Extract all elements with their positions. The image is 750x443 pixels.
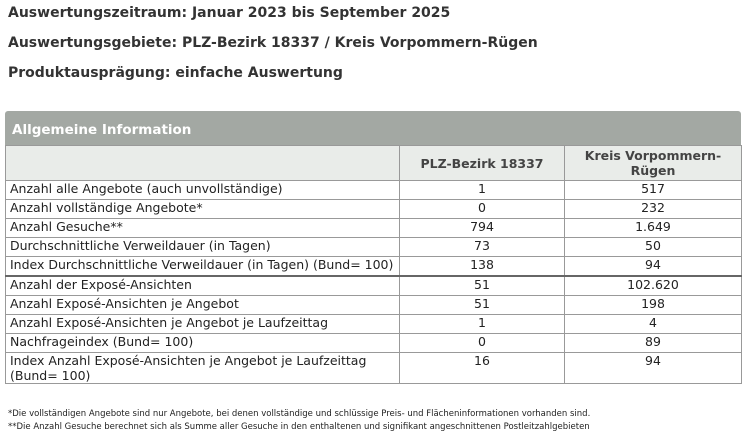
value-cell: 51	[399, 275, 565, 296]
column-header: Kreis Vorpommern-Rügen	[564, 145, 742, 181]
row-label: Anzahl alle Angebote (auch unvollständig…	[5, 180, 400, 200]
table-row: Anzahl vollständige Angebote* 0 232	[5, 199, 742, 219]
value-cell: 73	[399, 237, 565, 257]
value-cell: 0	[399, 333, 565, 353]
value-cell: 4	[564, 314, 742, 334]
footnote: *Die vollständigen Angebote sind nur Ang…	[8, 409, 591, 419]
header-line: Produktausprägung: einfache Auswertung	[8, 65, 343, 81]
value-cell: 16	[399, 352, 565, 384]
table-row: Durchschnittliche Verweildauer (in Tagen…	[5, 237, 742, 257]
table-row: Index Anzahl Exposé-Ansichten je Angebot…	[5, 352, 742, 384]
table-row: Anzahl Exposé-Ansichten je Angebot je La…	[5, 314, 742, 334]
row-label: Index Durchschnittliche Verweildauer (in…	[5, 256, 400, 277]
row-label: Nachfrageindex (Bund= 100)	[5, 333, 400, 353]
header-line: Auswertungszeitraum: Januar 2023 bis Sep…	[8, 5, 451, 21]
panel-title: Allgemeine Information	[5, 111, 741, 145]
table-row: Index Durchschnittliche Verweildauer (in…	[5, 256, 742, 277]
row-label: Anzahl vollständige Angebote*	[5, 199, 400, 219]
table-row: Anzahl alle Angebote (auch unvollständig…	[5, 180, 742, 200]
value-cell: 232	[564, 199, 742, 219]
info-table: PLZ-Bezirk 18337 Kreis Vorpommern-Rügen …	[5, 145, 742, 384]
row-label: Anzahl Exposé-Ansichten je Angebot je La…	[5, 314, 400, 334]
row-label: Anzahl Exposé-Ansichten je Angebot	[5, 295, 400, 315]
info-panel: Allgemeine Information PLZ-Bezirk 18337 …	[5, 111, 742, 384]
row-label: Anzahl der Exposé-Ansichten	[5, 275, 400, 296]
row-label: Index Anzahl Exposé-Ansichten je Angebot…	[5, 352, 400, 384]
table-row: Anzahl der Exposé-Ansichten 51 102.620	[5, 275, 742, 296]
table-row: Anzahl Exposé-Ansichten je Angebot 51 198	[5, 295, 742, 315]
value-cell: 0	[399, 199, 565, 219]
header-cell	[5, 145, 400, 181]
column-header: PLZ-Bezirk 18337	[399, 145, 565, 181]
value-cell: 102.620	[564, 275, 742, 296]
value-cell: 794	[399, 218, 565, 238]
value-cell: 138	[399, 256, 565, 277]
table-row: Anzahl Gesuche** 794 1.649	[5, 218, 742, 238]
value-cell: 89	[564, 333, 742, 353]
value-cell: 198	[564, 295, 742, 315]
value-cell: 1	[399, 314, 565, 334]
value-cell: 1	[399, 180, 565, 200]
row-label: Anzahl Gesuche**	[5, 218, 400, 238]
footnote: **Die Anzahl Gesuche berechnet sich als …	[8, 422, 590, 432]
row-label: Durchschnittliche Verweildauer (in Tagen…	[5, 237, 400, 257]
value-cell: 517	[564, 180, 742, 200]
table-row: Nachfrageindex (Bund= 100) 0 89	[5, 333, 742, 353]
value-cell: 50	[564, 237, 742, 257]
value-cell: 94	[564, 352, 742, 384]
value-cell: 51	[399, 295, 565, 315]
value-cell: 1.649	[564, 218, 742, 238]
value-cell: 94	[564, 256, 742, 277]
header-line: Auswertungsgebiete: PLZ-Bezirk 18337 / K…	[8, 35, 538, 51]
header-row: PLZ-Bezirk 18337 Kreis Vorpommern-Rügen	[5, 145, 742, 181]
